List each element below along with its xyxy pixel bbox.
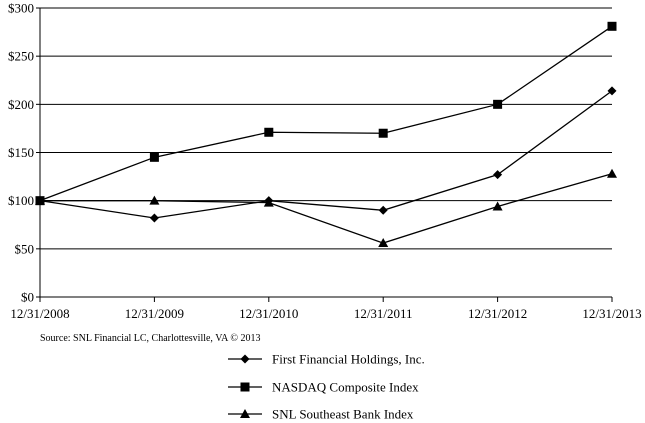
data-point-square xyxy=(493,99,503,109)
legend-label: First Financial Holdings, Inc. xyxy=(272,352,425,367)
x-tick-label: 12/31/2010 xyxy=(239,306,298,321)
legend-item: NASDAQ Composite Index xyxy=(228,380,419,395)
series-triangle xyxy=(35,168,617,248)
legend-label: SNL Southeast Bank Index xyxy=(272,407,414,422)
data-point-diamond xyxy=(607,86,617,96)
legend: First Financial Holdings, Inc. NASDAQ Com… xyxy=(228,352,425,422)
legend-marker-diamond xyxy=(240,354,250,364)
y-tick-label: $50 xyxy=(15,241,35,256)
data-point-square xyxy=(378,128,388,138)
series-line xyxy=(40,173,613,244)
legend-item: SNL Southeast Bank Index xyxy=(228,407,414,422)
data-point-triangle xyxy=(149,195,160,205)
data-point-triangle xyxy=(378,238,389,248)
series-diamond xyxy=(35,86,617,223)
series-lines xyxy=(35,21,617,248)
y-tick-label: $200 xyxy=(8,97,34,112)
y-tick-label: $250 xyxy=(8,49,34,64)
data-point-triangle xyxy=(492,201,503,211)
data-point-square xyxy=(264,127,274,137)
x-tick-label: 12/31/2008 xyxy=(10,306,69,321)
data-point-triangle xyxy=(35,195,45,205)
x-tick-label: 12/31/2012 xyxy=(468,306,527,321)
data-point-triangle xyxy=(263,197,274,207)
data-point-diamond xyxy=(378,205,388,215)
x-tick-label: 12/31/2011 xyxy=(354,306,413,321)
data-point-square xyxy=(607,21,617,31)
y-tick-label: $300 xyxy=(8,1,34,16)
data-point-triangle xyxy=(607,168,617,178)
legend-item: First Financial Holdings, Inc. xyxy=(228,352,425,367)
data-point-diamond xyxy=(149,213,159,223)
axes xyxy=(36,7,613,302)
series-line xyxy=(39,90,613,219)
gridlines xyxy=(40,7,612,250)
series-square xyxy=(35,21,617,206)
x-tick-labels: 12/31/2008 12/31/2009 12/31/2010 12/31/2011… xyxy=(10,306,641,321)
x-tick-label: 12/31/2013 xyxy=(582,306,641,321)
data-point-diamond xyxy=(493,170,503,180)
y-tick-label: $150 xyxy=(8,145,34,160)
source-note: Source: SNL Financial LC, Charlottesvill… xyxy=(40,333,260,344)
y-tick-label: $100 xyxy=(8,193,34,208)
series-line xyxy=(39,25,613,202)
legend-marker-triangle xyxy=(240,409,250,418)
x-tick-label: 12/31/2009 xyxy=(125,306,184,321)
legend-marker-square xyxy=(240,382,250,392)
y-tick-label: $0 xyxy=(21,290,34,305)
y-tick-labels: $0 $50 $100 $150 $200 $250 $300 xyxy=(8,1,34,305)
data-point-square xyxy=(149,152,159,162)
legend-label: NASDAQ Composite Index xyxy=(272,380,419,395)
